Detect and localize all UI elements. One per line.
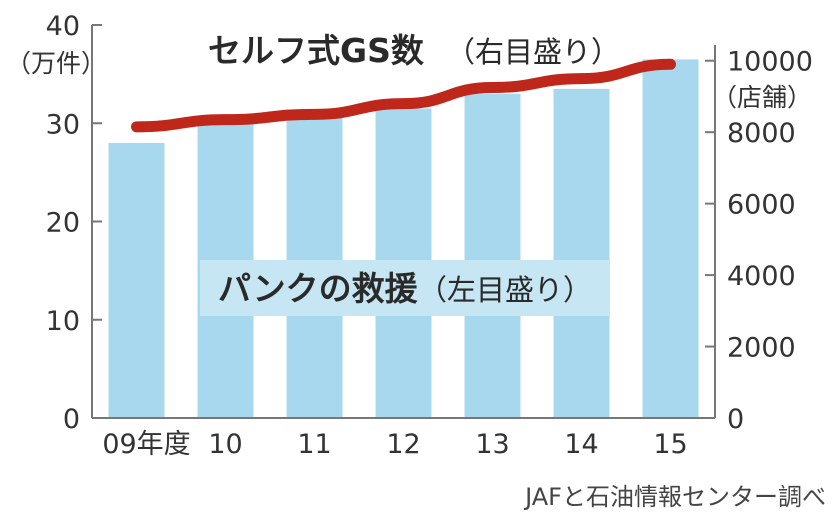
line-series-label-sub: （右目盛り） xyxy=(446,35,620,69)
x-tick-label: 10 xyxy=(208,429,242,460)
axes-layer: 0 10 20 30 40 0 2000 4000 6000 8000 10000 09年度 10 11 1… xyxy=(46,11,813,460)
bar xyxy=(108,142,165,418)
labels-layer: （万件） （店舗） セルフ式GS数 （右目盛り） パンクの救援 （左目盛り） J… xyxy=(6,31,826,511)
left-tick-label: 20 xyxy=(46,208,80,239)
x-tick-label: 13 xyxy=(475,429,509,460)
x-tick-label: 15 xyxy=(653,429,687,460)
bar xyxy=(464,93,521,419)
x-tick-label: 12 xyxy=(386,429,420,460)
left-tick-label: 10 xyxy=(46,306,80,337)
bar-series-label-backdrop xyxy=(200,260,610,316)
x-tick-label: 09年度 xyxy=(102,429,190,460)
line-layer xyxy=(131,58,676,133)
bar-series-label: パンクの救援 xyxy=(218,269,419,308)
bar-series-label-sub: （左目盛り） xyxy=(418,273,592,307)
left-tick-label: 0 xyxy=(63,404,80,435)
x-tick-label: 14 xyxy=(564,429,598,460)
bar xyxy=(642,59,699,418)
right-tick-label: 4000 xyxy=(727,261,796,292)
series-line xyxy=(131,58,676,133)
bar xyxy=(553,88,610,419)
left-axis-unit: （万件） xyxy=(6,49,106,78)
right-tick-label: 6000 xyxy=(727,190,796,221)
source-note: JAFと石油情報センター調べ xyxy=(523,483,826,511)
bars-layer xyxy=(108,59,699,419)
right-axis-unit: （店舗） xyxy=(712,83,812,112)
x-tick-label: 11 xyxy=(297,429,331,460)
right-tick-label: 8000 xyxy=(727,118,796,149)
right-tick-label: 2000 xyxy=(727,333,796,364)
left-tick-label: 30 xyxy=(46,109,80,140)
right-tick-label: 0 xyxy=(727,404,744,435)
left-tick-label: 40 xyxy=(46,11,80,42)
line-series-label: セルフ式GS数 xyxy=(208,31,425,70)
right-tick-label: 10000 xyxy=(727,47,813,78)
